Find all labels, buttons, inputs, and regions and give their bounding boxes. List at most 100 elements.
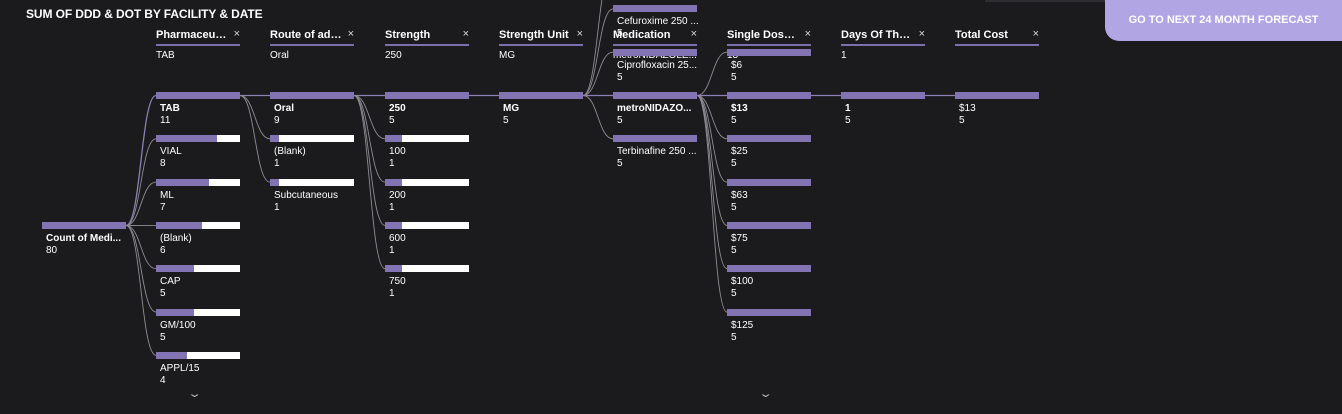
level-selected-value: 1	[841, 50, 847, 61]
level-name[interactable]: Total Cost	[955, 29, 1008, 41]
forecast-button[interactable]: GO TO NEXT 24 MONTH FORECAST	[1105, 0, 1342, 41]
node-bar-fill	[727, 221, 811, 229]
chevron-down-icon[interactable]: ⌄	[187, 388, 202, 400]
node-bar	[385, 135, 469, 143]
node-bar-fill	[727, 92, 811, 99]
level-header-2: Route of admi... × Oral	[270, 28, 354, 61]
tree-link	[582, 8, 614, 96]
node-label: ML	[160, 189, 174, 201]
chevron-down-icon[interactable]: ⌄	[758, 388, 773, 400]
node-bar	[841, 92, 925, 99]
node-label: Count of Medi...	[46, 233, 121, 244]
node-bar	[727, 178, 811, 186]
node-value: 5	[845, 115, 851, 126]
close-icon[interactable]: ×	[690, 28, 697, 40]
node-bar	[385, 265, 469, 273]
node-value: 1	[389, 288, 395, 300]
node-bar-fill	[156, 221, 202, 229]
node-bar	[156, 308, 240, 316]
node-bar-fill	[613, 92, 697, 99]
level-name[interactable]: Strength Unit	[499, 29, 569, 41]
close-icon[interactable]: ×	[804, 28, 811, 40]
node-value: 1	[389, 201, 395, 213]
node-label: $75	[731, 232, 748, 244]
close-icon[interactable]: ×	[1032, 28, 1039, 40]
close-icon[interactable]: ×	[347, 28, 354, 40]
level-name[interactable]: Route of admi...	[270, 29, 342, 41]
tree-link	[125, 225, 157, 270]
level-name[interactable]: Single Dose C...	[727, 29, 799, 41]
tree-link	[696, 95, 728, 140]
node-label: Subcutaneous	[274, 189, 338, 201]
level-selected-value: 250	[385, 50, 402, 61]
node-bar	[613, 48, 697, 56]
node-bar	[270, 178, 354, 186]
level-header-row: Strength ×	[385, 28, 469, 46]
node-label: $63	[731, 189, 748, 201]
node-bar-fill	[156, 178, 210, 186]
tree-link	[125, 181, 157, 226]
node-value: 6	[160, 244, 166, 256]
node-value: 5	[731, 244, 737, 256]
tree-link	[696, 95, 728, 313]
level-header-6: Single Dose C...×13	[727, 28, 811, 61]
node-value: 5	[731, 115, 737, 126]
close-icon[interactable]: ×	[462, 28, 469, 40]
node-bar-fill	[727, 135, 811, 143]
level-name[interactable]: Pharmaceutic...	[156, 29, 228, 41]
node-value: 5	[503, 115, 509, 126]
level-header-5: Medication×metroNIDAZOLE...	[613, 28, 697, 61]
node-bar-fill	[156, 308, 195, 316]
node-bar-fill	[613, 135, 697, 143]
node-label: $25	[731, 146, 748, 158]
node-value: 80	[46, 245, 58, 256]
node-value: 1	[389, 244, 395, 256]
node-value: 5	[160, 288, 166, 300]
tree-link	[353, 95, 386, 140]
node-value: 5	[617, 28, 623, 40]
node-bar-fill	[499, 92, 583, 99]
node-label: Ciprofloxacin 25...	[617, 59, 698, 71]
node-value: 5	[617, 71, 623, 83]
node-bar	[727, 48, 811, 56]
node-label: APPL/15	[160, 362, 200, 374]
level-name[interactable]: Days Of Thera...	[841, 29, 913, 41]
node-label: 600	[389, 232, 406, 244]
node-bar-fill	[156, 351, 187, 359]
level-header-8: Total Cost ×	[955, 28, 1039, 50]
level-header-1: Pharmaceutic... × TAB	[156, 28, 240, 61]
tree-link	[125, 225, 157, 313]
level-header-row: Medication ×	[613, 28, 697, 46]
node-bar	[727, 92, 811, 99]
node-bar-fill	[955, 92, 1039, 99]
tree-link	[582, 95, 614, 140]
node-value: 1	[389, 158, 395, 170]
level-selected-value: Oral	[270, 50, 289, 61]
node-value: 5	[959, 115, 965, 126]
node-bar	[156, 221, 240, 229]
level-header-7: Days Of Thera... × 1	[841, 28, 925, 61]
node-label: $100	[731, 276, 754, 288]
node-label: VIAL	[160, 146, 182, 158]
level-name[interactable]: Strength	[385, 29, 431, 41]
node-bar	[955, 92, 1039, 99]
node-value: 5	[731, 71, 737, 83]
node-bar	[156, 265, 240, 273]
node-bar	[727, 135, 811, 143]
node-value: 5	[389, 115, 395, 126]
node-value: 5	[731, 331, 737, 343]
level-name[interactable]: Medication	[613, 29, 671, 41]
close-icon[interactable]: ×	[233, 28, 240, 40]
node-value: 5	[617, 158, 623, 170]
tree-link	[582, 51, 614, 96]
tree-link	[239, 95, 271, 183]
node-label: (Blank)	[274, 146, 306, 158]
close-icon[interactable]: ×	[918, 28, 925, 40]
close-icon[interactable]: ×	[576, 28, 583, 40]
node-bar-fill	[385, 135, 402, 143]
node-bar-fill	[613, 5, 697, 13]
node-value: 9	[274, 115, 280, 126]
node-value: 1	[274, 201, 280, 213]
